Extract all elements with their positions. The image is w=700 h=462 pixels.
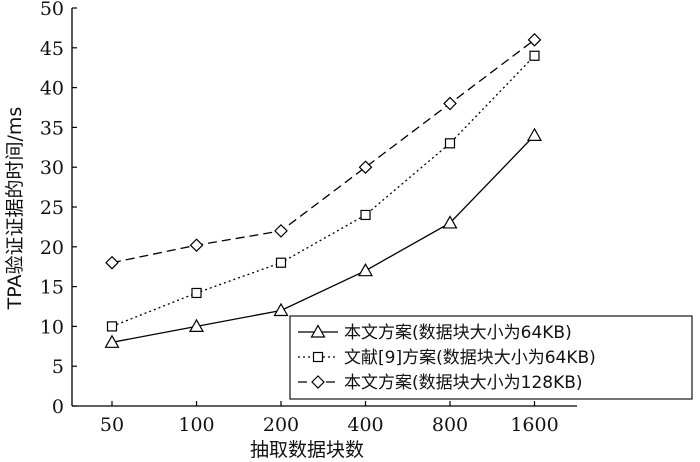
series-line	[111, 39, 535, 264]
data-point	[357, 262, 374, 277]
x-tick-label: 200	[263, 414, 299, 436]
x-axis-title: 抽取数据块数	[250, 439, 364, 461]
x-tick-label: 50	[100, 414, 124, 436]
data-point	[273, 302, 289, 317]
legend-box	[289, 315, 693, 400]
x-tick-label: 1600	[510, 414, 558, 436]
legend-label: 本文方案(数据块大小为128KB)	[344, 373, 583, 393]
data-point	[358, 160, 373, 175]
data-point	[360, 209, 371, 221]
data-point	[529, 50, 540, 61]
y-tick-label: 10	[40, 316, 64, 338]
data-point	[191, 287, 202, 299]
data-point	[105, 255, 119, 270]
x-tick-label: 800	[432, 414, 468, 436]
data-point	[106, 321, 118, 332]
data-point	[104, 334, 120, 348]
y-axis-title: TPA验证证据的时间/ms	[4, 107, 26, 311]
series-1	[104, 127, 543, 348]
x-tick-label: 400	[347, 414, 383, 436]
data-point	[189, 238, 204, 253]
y-tick-label: 5	[52, 356, 64, 378]
series-line	[111, 134, 535, 343]
data-point	[274, 224, 288, 238]
data-point	[275, 257, 287, 268]
y-tick-label: 25	[40, 197, 64, 219]
x-axis-ticks: 50 100 200 400 800 1600	[100, 401, 559, 436]
data-point	[443, 96, 457, 111]
legend-label: 本文方案(数据块大小为64KB)	[344, 323, 572, 343]
y-axis-ticks: 0 5 10 15 20 25 30 35 40 45 50	[40, 0, 77, 418]
legend-item: 文献[9]方案(数据块大小为64KB)	[298, 348, 596, 368]
legend-item: 本文方案(数据块大小为64KB)	[298, 323, 572, 343]
data-point	[442, 215, 458, 229]
series-group	[104, 32, 543, 348]
series-2	[106, 50, 540, 332]
y-tick-label: 35	[40, 117, 64, 139]
legend: 本文方案(数据块大小为64KB) 文献[9]方案(数据块大小为64KB) 本文方案(…	[289, 315, 693, 400]
legend-marker	[310, 324, 326, 338]
legend-marker	[312, 351, 324, 363]
y-tick-label: 15	[40, 277, 64, 299]
y-tick-label: 50	[40, 0, 64, 20]
data-point	[527, 32, 542, 47]
x-tick-label: 100	[178, 414, 214, 436]
y-tick-label: 0	[52, 396, 64, 418]
data-point	[188, 318, 205, 332]
y-tick-label: 40	[40, 78, 64, 100]
y-tick-label: 30	[40, 157, 64, 179]
data-point	[444, 138, 456, 149]
series-3	[105, 32, 542, 270]
legend-item: 本文方案(数据块大小为128KB)	[298, 373, 583, 393]
legend-marker	[311, 375, 325, 389]
series-line	[111, 55, 535, 328]
y-tick-label: 20	[40, 237, 64, 259]
y-tick-label: 45	[40, 38, 64, 60]
data-point	[526, 127, 543, 141]
legend-label: 文献[9]方案(数据块大小为64KB)	[344, 348, 596, 368]
